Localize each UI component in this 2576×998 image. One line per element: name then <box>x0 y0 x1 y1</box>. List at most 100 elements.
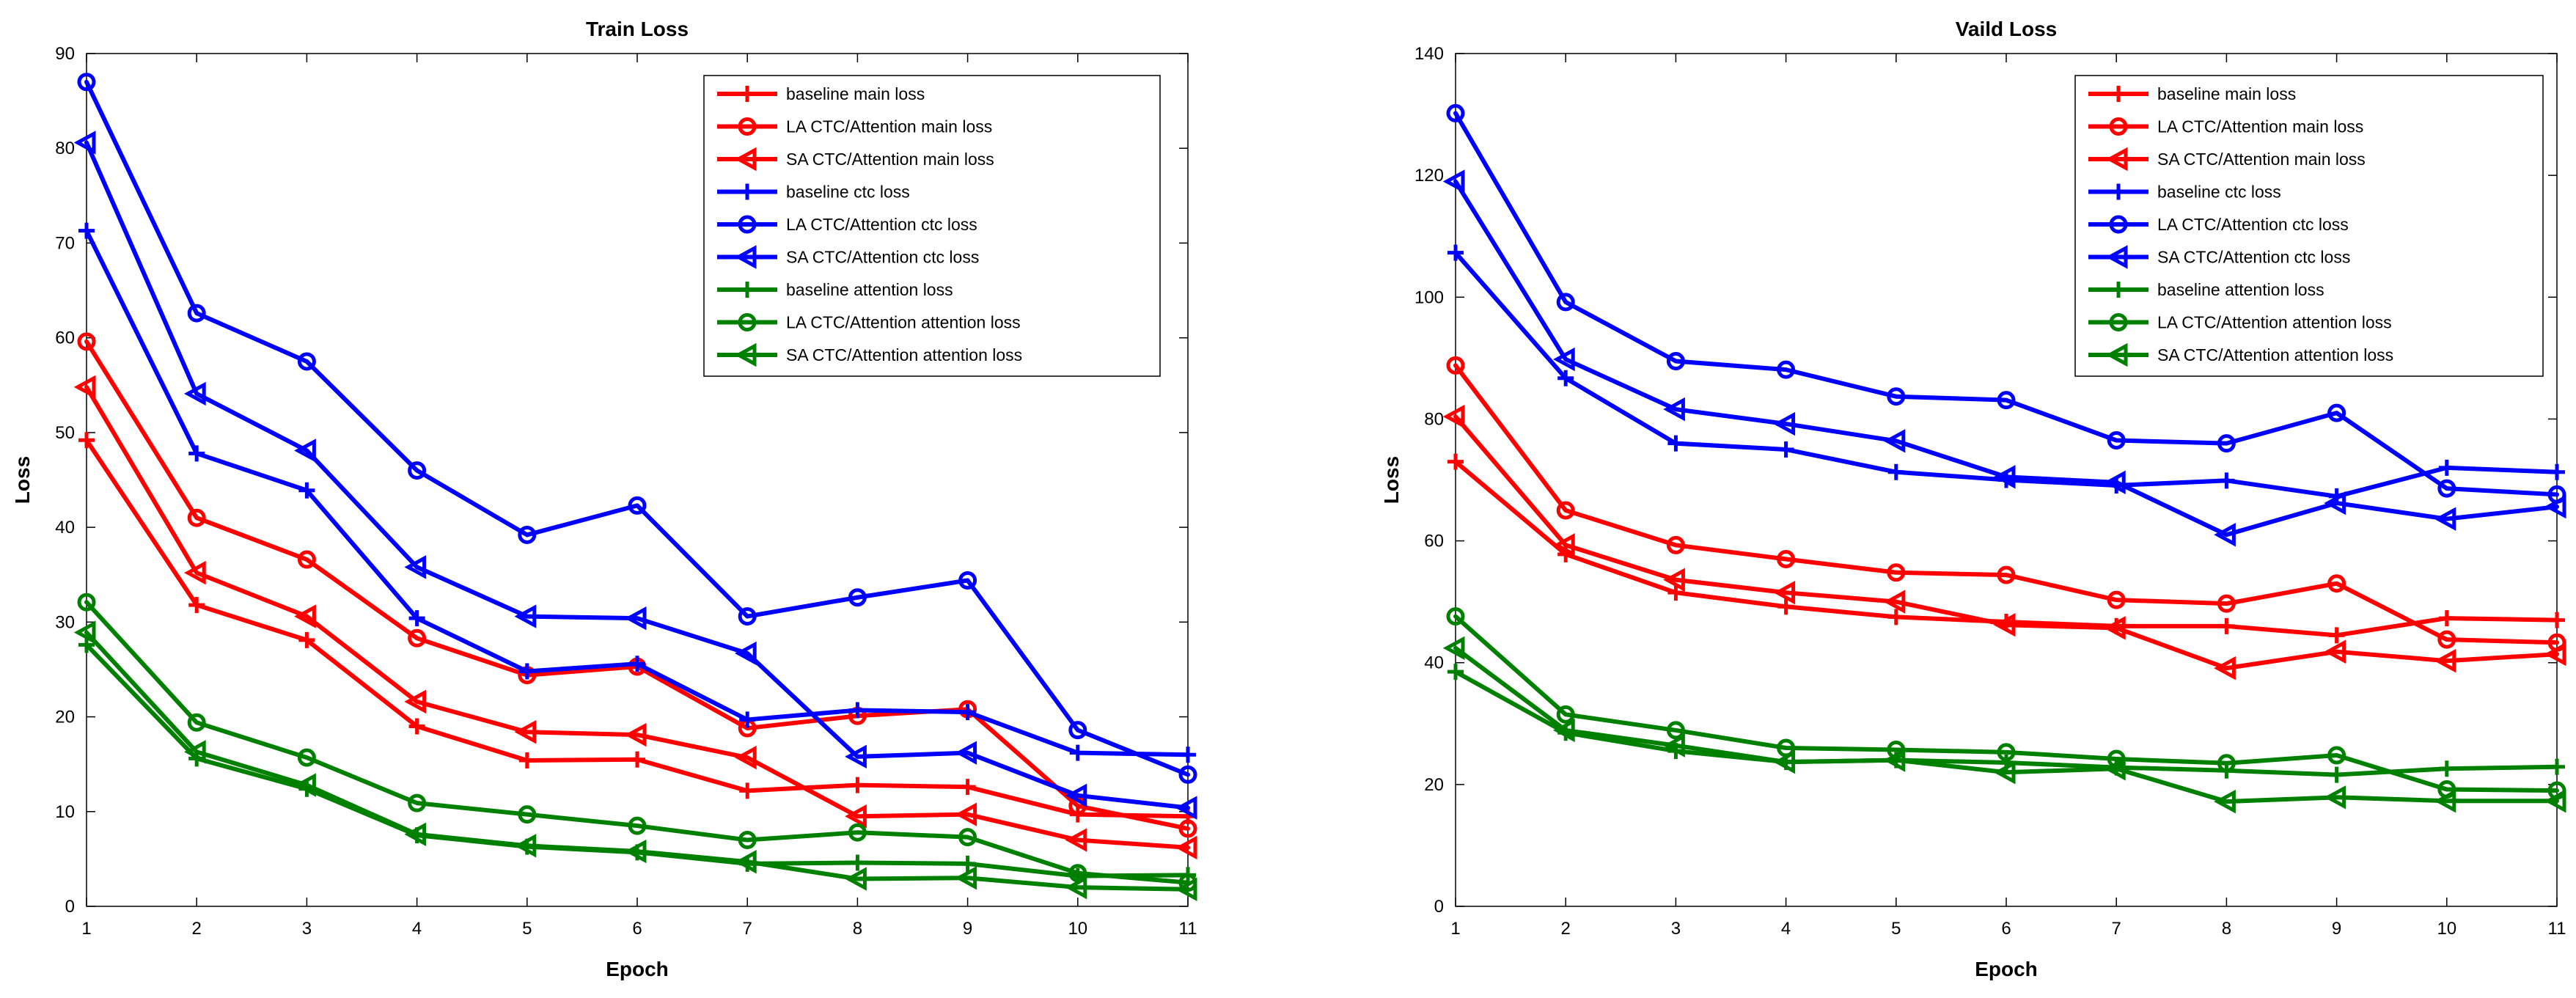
series-la-ctc-attention-main-loss-point <box>1446 356 1465 375</box>
series-sa-ctc-attention-main-loss-point <box>1993 612 2016 637</box>
series-baseline-main-loss-point <box>78 432 95 449</box>
legend-label: baseline main loss <box>786 84 925 103</box>
series-sa-ctc-attention-attention-loss-point <box>624 839 647 864</box>
series-la-ctc-attention-ctc-loss-point <box>1887 387 1906 406</box>
series-sa-ctc-attention-attention-loss-point <box>514 834 537 858</box>
series-sa-ctc-attention-ctc-loss-point <box>955 741 977 765</box>
series-la-ctc-attention-ctc-loss-point <box>1068 721 1087 740</box>
legend-item: SA CTC/Attention main loss <box>2088 147 2366 172</box>
legend-marker <box>739 282 755 298</box>
series-baseline-main-loss-point <box>518 752 535 768</box>
x-tick-label: 8 <box>2222 919 2231 939</box>
series-baseline-ctc-loss-point <box>739 711 756 728</box>
series-la-ctc-attention-attention-loss-point <box>77 592 96 612</box>
series-sa-ctc-attention-main-loss-point <box>73 375 96 400</box>
legend-box <box>2074 75 2544 377</box>
series-baseline-ctc-loss-point <box>1667 435 1684 452</box>
series-sa-ctc-attention-ctc-loss-point <box>2544 494 2566 519</box>
legend-marker <box>2105 147 2128 172</box>
series-baseline-main-loss-point <box>188 597 205 614</box>
x-tick-label: 6 <box>632 919 642 939</box>
legend-marker <box>2105 342 2128 367</box>
series-sa-ctc-attention-ctc-loss-point <box>845 744 867 769</box>
legend-item: baseline ctc loss <box>2088 183 2281 202</box>
series-la-ctc-attention-ctc-loss-point <box>1178 765 1197 784</box>
series-baseline-main-loss-point <box>959 779 976 796</box>
series-la-ctc-attention-attention-loss-point <box>518 805 537 824</box>
series-baseline-ctc-loss-point <box>408 610 425 627</box>
x-tick-label: 4 <box>412 919 422 939</box>
series-sa-ctc-attention-ctc-loss-point <box>734 641 757 666</box>
series-sa-ctc-attention-main-loss-point <box>1883 590 1906 614</box>
series-la-ctc-attention-main-loss-point <box>187 508 206 527</box>
series-la-ctc-attention-ctc-loss-point <box>187 304 206 323</box>
x-tick-label: 9 <box>963 919 972 939</box>
legend-label: LA CTC/Attention attention loss <box>2157 313 2392 332</box>
y-tick-label: 60 <box>1424 532 1444 551</box>
legend-label: baseline ctc loss <box>786 183 910 202</box>
series-la-ctc-attention-attention-loss-point <box>408 793 427 812</box>
series-la-ctc-attention-ctc-loss-point <box>958 570 977 590</box>
series-baseline-main-loss-point <box>1667 584 1684 601</box>
series-sa-ctc-attention-attention-loss-point <box>955 866 977 890</box>
legend-marker <box>738 215 757 234</box>
legend-label: baseline main loss <box>2157 84 2296 103</box>
y-tick-label: 120 <box>1414 166 1444 186</box>
series-baseline-ctc-loss-point <box>1180 746 1196 763</box>
x-tick-label: 3 <box>1671 919 1681 939</box>
x-tick-label: 11 <box>2548 919 2566 939</box>
legend-marker <box>2109 313 2128 331</box>
legend-label: SA CTC/Attention main loss <box>2157 150 2366 169</box>
series-la-ctc-attention-ctc-loss-point <box>2437 479 2456 498</box>
series-sa-ctc-attention-ctc-loss-point <box>1552 347 1575 372</box>
series-la-ctc-attention-main-loss-point <box>408 628 427 647</box>
x-tick-label: 7 <box>2112 919 2121 939</box>
series-sa-ctc-attention-main-loss-point <box>624 722 647 747</box>
series-baseline-main-loss-point <box>2218 617 2235 634</box>
series-baseline-main-loss-point <box>1887 609 1904 625</box>
x-tick-label: 2 <box>1561 919 1571 939</box>
series-sa-ctc-attention-ctc-loss-point <box>183 381 206 406</box>
series-la-ctc-attention-ctc-loss-point <box>848 588 867 607</box>
series-sa-ctc-attention-ctc-loss-point <box>1175 796 1197 820</box>
series-sa-ctc-attention-main-loss-point <box>1663 568 1685 592</box>
series-la-ctc-attention-attention-loss-point <box>1556 705 1575 724</box>
series-la-ctc-attention-ctc-loss-point <box>2327 403 2346 422</box>
series-sa-ctc-attention-ctc-loss-point <box>1993 465 2016 489</box>
series-sa-ctc-attention-attention-loss-point <box>2434 789 2456 813</box>
y-axis-label: Loss <box>11 456 34 504</box>
series-baseline-ctc-loss-point <box>1069 744 1086 761</box>
legend-label: SA CTC/Attention ctc loss <box>2157 248 2350 267</box>
legend-marker <box>738 313 757 331</box>
legend-item: baseline ctc loss <box>717 183 910 202</box>
series-la-ctc-attention-ctc-loss-point <box>1556 293 1575 312</box>
series-la-ctc-attention-main-loss-point <box>77 332 96 351</box>
series-la-ctc-attention-attention-loss-point <box>2327 746 2346 765</box>
x-tick-label: 10 <box>1068 919 1087 939</box>
x-tick-label: 6 <box>2001 919 2011 939</box>
series-sa-ctc-attention-ctc-loss-point <box>294 439 316 463</box>
series-la-ctc-attention-attention-loss-point <box>1997 743 2016 762</box>
series-la-ctc-attention-main-loss-point <box>2327 574 2346 593</box>
series-baseline-main-loss-point <box>2438 610 2455 627</box>
x-tick-label: 7 <box>743 919 752 939</box>
x-tick-label: 3 <box>302 919 312 939</box>
legend-marker <box>2109 215 2128 234</box>
series-sa-ctc-attention-attention-loss-line <box>84 630 1190 892</box>
chart-title: Train Loss <box>586 18 689 40</box>
series-sa-ctc-attention-ctc-loss-point <box>2434 507 2456 531</box>
x-axis-label: Epoch <box>606 958 669 980</box>
y-tick-label: 20 <box>1424 775 1444 795</box>
series-sa-ctc-attention-ctc-loss-point <box>1883 429 1906 453</box>
series-la-ctc-attention-main-loss-point <box>1777 549 1796 568</box>
x-tick-label: 11 <box>1179 919 1197 939</box>
series-baseline-ctc-loss-point <box>1777 441 1794 458</box>
series-baseline-ctc-loss-point <box>1447 244 1464 261</box>
series-sa-ctc-attention-main-loss-line <box>1453 414 2559 671</box>
series-la-ctc-attention-main-loss-point <box>2107 590 2126 609</box>
legend-marker <box>2110 282 2127 298</box>
series-baseline-main-loss-point <box>849 777 866 793</box>
series-la-ctc-attention-attention-loss-point <box>738 831 757 850</box>
series-baseline-ctc-loss-point <box>1557 370 1574 386</box>
